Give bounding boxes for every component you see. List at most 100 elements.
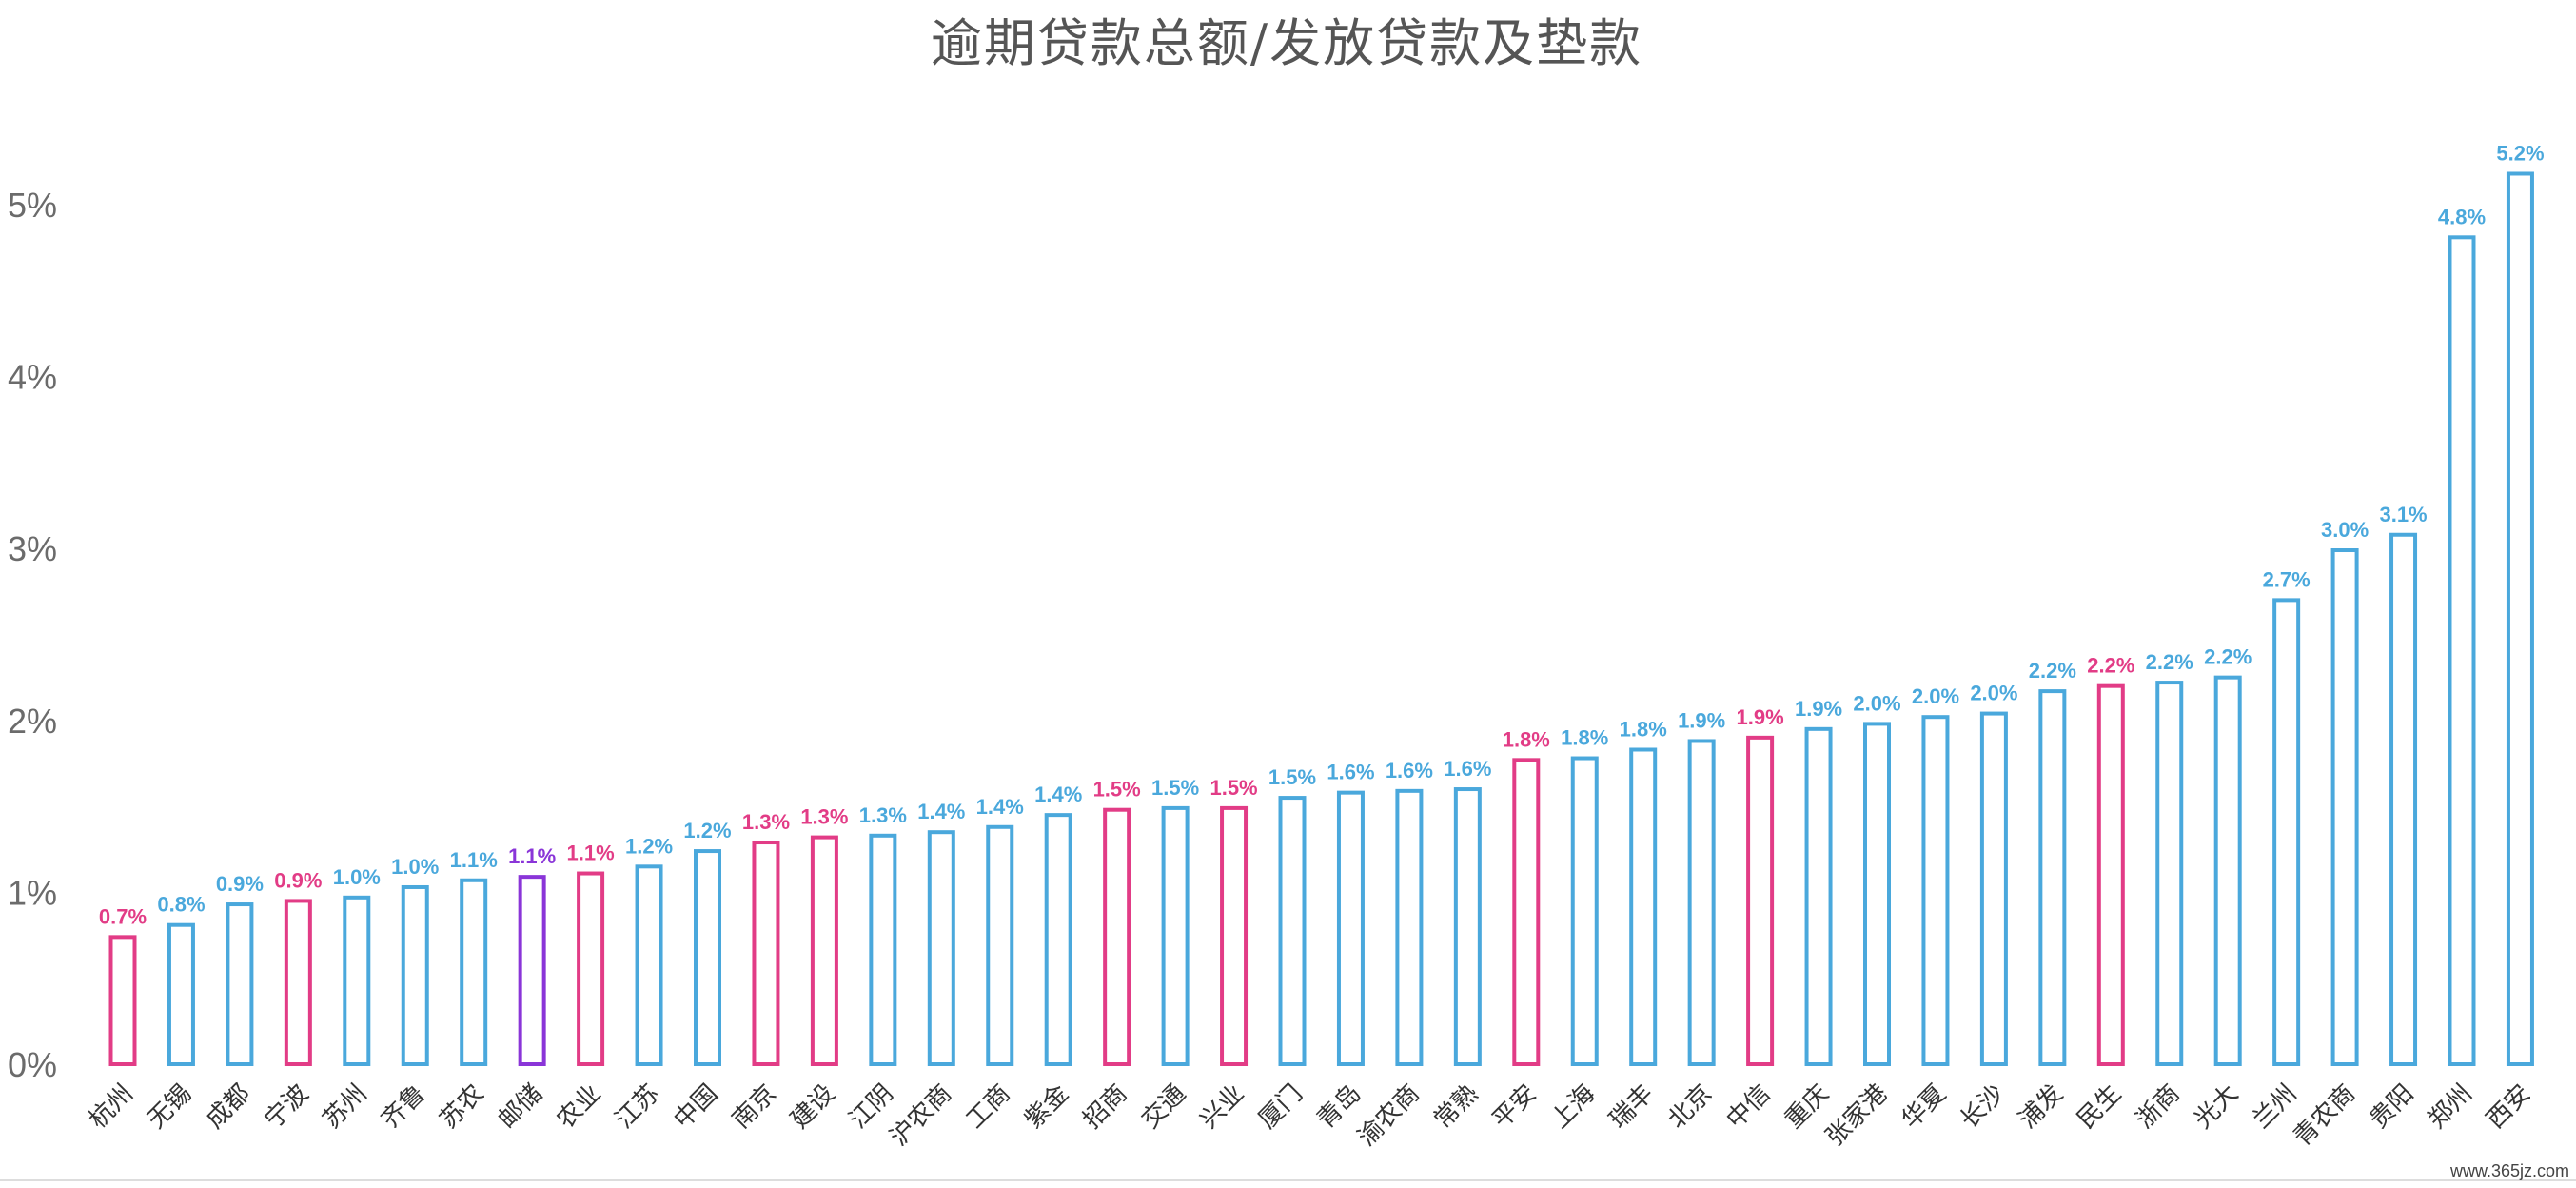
x-tick-label: 兴业 [1195, 1079, 1250, 1135]
watermark: www.365jz.com [2449, 1161, 2569, 1180]
data-label: 2.2% [2146, 650, 2193, 674]
y-tick-label: 3% [8, 529, 57, 568]
x-tick-label: 华夏 [1897, 1079, 1952, 1135]
bar [2213, 675, 2242, 1067]
bar [752, 841, 780, 1066]
data-label: 1.9% [1795, 697, 1842, 721]
data-label: 1.4% [976, 795, 1024, 819]
x-tick-label: 沪农商 [885, 1079, 957, 1152]
bar [108, 935, 137, 1067]
data-label: 1.5% [1209, 776, 1257, 800]
data-label: 1.8% [1503, 727, 1550, 751]
data-label: 1.1% [508, 844, 556, 868]
data-label: 0.9% [274, 868, 322, 892]
bar [1979, 711, 2008, 1066]
x-tick-label: 招商 [1078, 1079, 1133, 1135]
x-tick-label: 苏农 [435, 1079, 490, 1135]
bar [1161, 805, 1190, 1066]
x-tick-label: 长沙 [1955, 1079, 2010, 1135]
x-tick-label: 张家港 [1820, 1079, 1893, 1152]
data-label: 1.2% [625, 834, 673, 858]
bar [1453, 787, 1482, 1066]
data-label: 1.2% [683, 819, 731, 842]
data-label: 1.1% [567, 842, 615, 865]
bar [226, 902, 254, 1066]
data-label: 1.9% [1678, 708, 1725, 732]
y-tick-label: 5% [8, 186, 57, 225]
bar [927, 830, 955, 1066]
data-label: 1.6% [1444, 757, 1491, 781]
bar [1395, 788, 1424, 1066]
data-label: 1.0% [333, 865, 381, 889]
x-tick-label: 建设 [785, 1079, 840, 1135]
bar [1044, 813, 1072, 1066]
x-tick-label: 邮储 [493, 1079, 548, 1135]
x-tick-label: 杭州 [84, 1079, 139, 1135]
data-label: 0.8% [157, 893, 205, 917]
x-tick-label: 交通 [1136, 1079, 1191, 1135]
bar [1687, 739, 1716, 1066]
x-tick-label: 南京 [727, 1079, 782, 1135]
x-tick-label: 中信 [1721, 1079, 1777, 1135]
data-label: 1.3% [742, 810, 790, 834]
bar [1570, 756, 1599, 1066]
bar [1512, 758, 1541, 1066]
x-tick-label: 光大 [2189, 1079, 2244, 1135]
x-tick-label: 成都 [201, 1079, 256, 1135]
chart-title: 逾期贷款总额/发放贷款及垫款 [931, 13, 1642, 73]
data-label: 1.8% [1561, 726, 1608, 750]
data-label: 2.0% [1853, 691, 1900, 715]
bar [284, 899, 312, 1066]
bar [1804, 726, 1833, 1067]
x-tick-label: 苏州 [318, 1079, 373, 1135]
bar [2448, 235, 2476, 1066]
bar [343, 895, 371, 1066]
data-label: 2.7% [2263, 567, 2311, 591]
data-label: 0.7% [99, 904, 147, 928]
x-tick-label: 农业 [552, 1079, 607, 1135]
x-tick-label: 工商 [961, 1079, 1016, 1135]
bar [810, 835, 838, 1066]
bar [1921, 715, 1950, 1066]
bar [694, 849, 721, 1067]
x-tick-label: 北京 [1662, 1079, 1718, 1135]
x-tick-label: 浙商 [2131, 1079, 2186, 1135]
data-label: 1.0% [391, 855, 439, 879]
x-tick-label: 上海 [1545, 1079, 1601, 1135]
bar [2389, 532, 2418, 1066]
bar [1629, 747, 1658, 1066]
y-tick-label: 1% [8, 873, 57, 912]
data-label: 0.9% [216, 872, 264, 896]
bar [518, 875, 546, 1066]
bar [460, 878, 488, 1066]
bar [1336, 790, 1365, 1066]
x-axis: 杭州 无锡 成都 宁波 苏州 齐鲁 苏农 邮储 农业 江苏 中国 南京 建设 江阴沪农商 工商 紫金 招商 交通兴… [84, 1079, 2536, 1152]
data-label: 1.4% [1034, 782, 1082, 806]
bar [1220, 805, 1249, 1066]
bar [2272, 598, 2301, 1066]
data-label: 3.1% [2379, 503, 2427, 526]
x-tick-label: 常熟 [1428, 1079, 1484, 1135]
data-label: 2.2% [2204, 645, 2252, 669]
data-label: 2.0% [1970, 682, 2017, 705]
data-label: 1.3% [800, 805, 848, 829]
data-label: 1.1% [450, 848, 498, 872]
bar [2155, 681, 2184, 1066]
bars [108, 171, 2534, 1067]
x-tick-label: 郑州 [2423, 1079, 2478, 1135]
bar [577, 871, 605, 1066]
x-tick-label: 民生 [2072, 1079, 2127, 1135]
data-label: 1.6% [1327, 761, 1374, 784]
bar [1278, 796, 1307, 1066]
bar [2506, 171, 2534, 1066]
data-label: 1.5% [1093, 778, 1141, 802]
x-tick-label: 江苏 [610, 1079, 665, 1135]
data-label: 2.0% [1912, 684, 1959, 708]
bar [1103, 807, 1131, 1066]
data-label: 3.0% [2321, 518, 2369, 542]
y-tick-label: 0% [8, 1045, 57, 1084]
y-tick-label: 2% [8, 702, 57, 741]
x-tick-label: 西安 [2481, 1079, 2536, 1135]
y-axis: 0% 1% 2% 3% 4% 5% [8, 186, 57, 1084]
